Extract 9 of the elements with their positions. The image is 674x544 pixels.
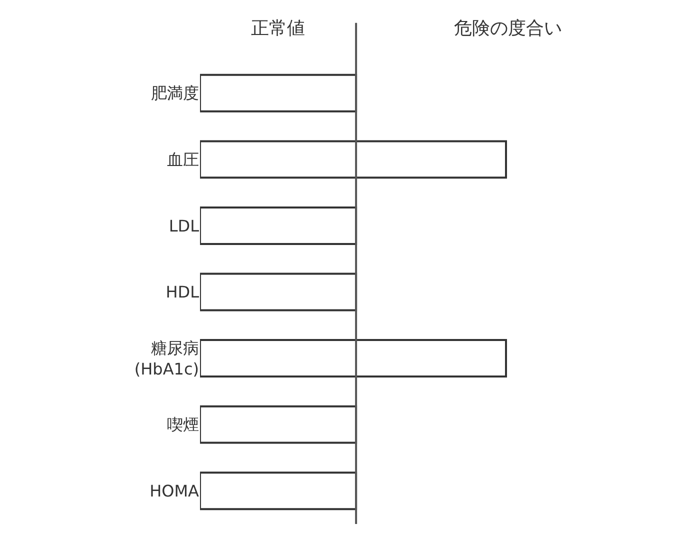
annotation: 正常値	[251, 18, 305, 39]
y-tick-label: 肥満度	[151, 84, 199, 103]
y-tick-label: 糖尿病 (HbA1c)	[134, 338, 199, 378]
annotation: 危険の度合い	[454, 18, 562, 39]
y-tick-label: HOMA	[150, 481, 200, 500]
y-tick-label: LDL	[168, 216, 200, 236]
y-tick-label: 喫煙	[167, 415, 199, 434]
y-tick-label: HDL	[166, 282, 200, 302]
y-tick-label: 血圧	[167, 150, 199, 170]
